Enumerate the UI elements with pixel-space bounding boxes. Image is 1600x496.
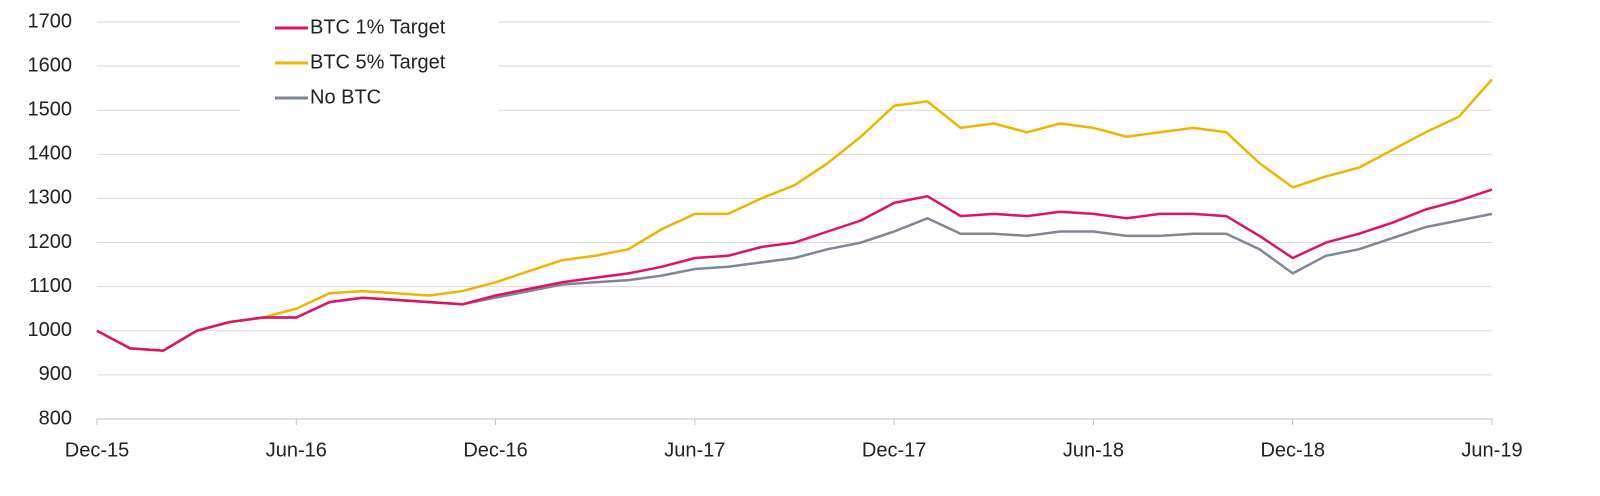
y-tick-label: 1300 xyxy=(28,187,73,209)
x-tick-label: Dec-18 xyxy=(1260,439,1324,461)
legend-label: BTC 5% Target xyxy=(310,51,446,73)
y-tick-label: 1200 xyxy=(28,231,73,253)
series-line xyxy=(96,78,1493,352)
x-tick-label: Jun-17 xyxy=(664,439,725,461)
x-tick-label: Dec-16 xyxy=(463,439,527,461)
series-line xyxy=(96,188,1493,352)
y-tick-label: 1700 xyxy=(28,10,73,32)
y-tick-label: 1000 xyxy=(28,319,73,341)
x-tick-label: Jun-18 xyxy=(1063,439,1124,461)
y-tick-label: 800 xyxy=(39,407,72,429)
y-tick-label: 900 xyxy=(39,363,72,385)
y-tick-label: 1600 xyxy=(28,54,73,76)
legend-label: No BTC xyxy=(310,86,381,108)
x-tick-label: Jun-16 xyxy=(266,439,327,461)
x-tick-label: Jun-19 xyxy=(1461,439,1522,461)
y-tick-label: 1100 xyxy=(29,275,72,297)
series-line xyxy=(96,212,1493,352)
x-tick-label: Dec-17 xyxy=(862,439,926,461)
y-tick-label: 1500 xyxy=(28,99,73,121)
x-tick-label: Dec-15 xyxy=(65,439,129,461)
legend-label: BTC 1% Target xyxy=(310,16,446,38)
y-tick-label: 1400 xyxy=(28,143,73,165)
